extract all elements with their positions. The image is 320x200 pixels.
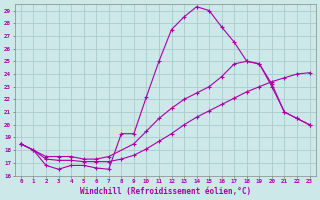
X-axis label: Windchill (Refroidissement éolien,°C): Windchill (Refroidissement éolien,°C)	[80, 187, 251, 196]
